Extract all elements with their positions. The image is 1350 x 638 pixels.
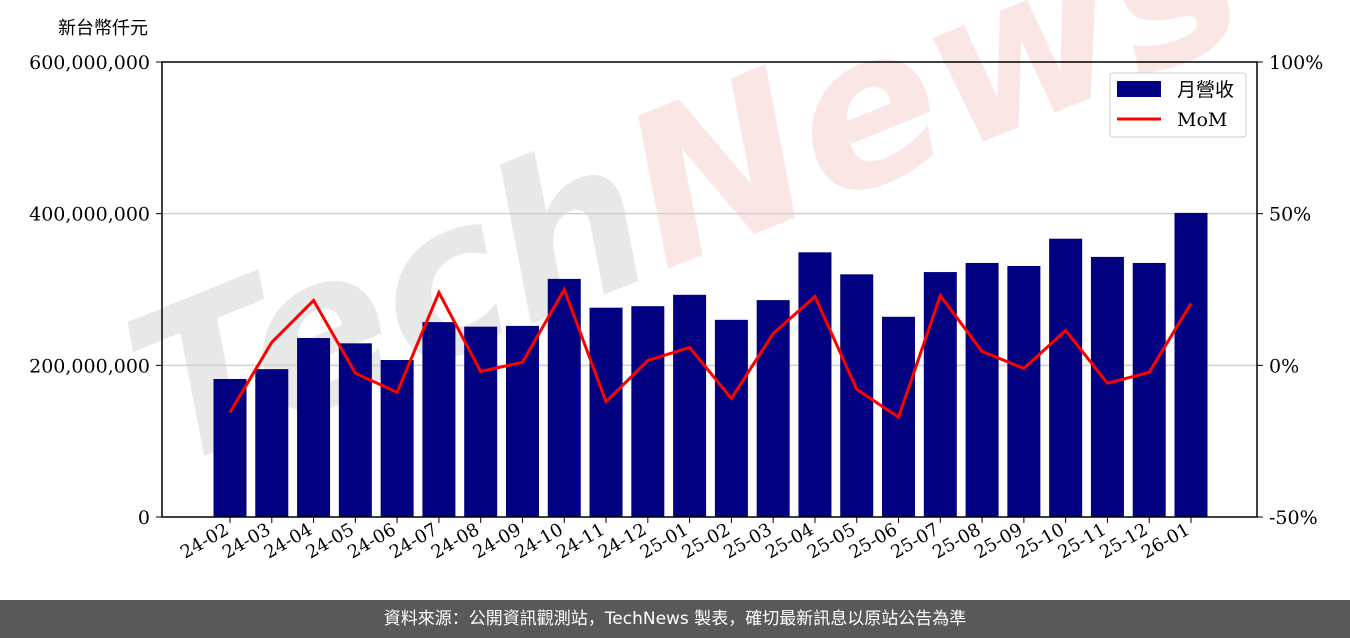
left-tick-label: 600,000,000 (29, 52, 150, 74)
x-tick-label: 26-01 (1138, 519, 1193, 563)
bar-25-07 (923, 272, 957, 517)
bar-26-01 (1174, 212, 1208, 518)
legend-label-mom: MoM (1177, 109, 1227, 131)
bar-24-04 (297, 338, 331, 517)
plot-frame (161, 61, 1258, 518)
bar-24-10 (547, 278, 581, 517)
bar-25-02 (714, 319, 748, 517)
bar-25-11 (1090, 256, 1124, 517)
bar-24-02 (213, 378, 247, 517)
footer-source: 資料來源：公開資訊觀測站，TechNews 製表，確切最新訊息以原站公告為準 (0, 600, 1350, 638)
bar-25-08 (965, 262, 999, 517)
bar-24-05 (338, 343, 372, 517)
unit-label: 新台幣仟元 (58, 18, 148, 39)
chart: TechNews0200,000,000400,000,000600,000,0… (29, 0, 1323, 563)
bar-24-03 (255, 369, 289, 517)
bar-24-07 (422, 322, 456, 517)
legend-bar-swatch (1117, 81, 1161, 97)
bar-25-04 (798, 252, 832, 517)
right-tick-label: 0% (1269, 355, 1299, 377)
bar-24-08 (464, 326, 498, 517)
right-tick-label: 100% (1269, 52, 1323, 74)
left-tick-label: 0 (138, 507, 150, 529)
bar-25-09 (1007, 265, 1041, 517)
right-tick-label: 50% (1269, 204, 1311, 226)
mom-line (228, 285, 1193, 420)
left-tick-label: 400,000,000 (29, 204, 150, 226)
bar-25-03 (756, 300, 790, 517)
bar-24-06 (380, 360, 414, 517)
right-tick-label: -50% (1269, 507, 1318, 529)
bar-24-11 (589, 307, 623, 517)
bar-25-10 (1049, 238, 1083, 518)
bar-24-09 (505, 325, 539, 517)
bar-25-01 (673, 294, 707, 517)
left-tick-label: 200,000,000 (29, 355, 150, 377)
bar-24-12 (631, 306, 665, 517)
legend-label-revenue: 月營收 (1177, 79, 1234, 101)
bar-25-12 (1132, 262, 1166, 517)
